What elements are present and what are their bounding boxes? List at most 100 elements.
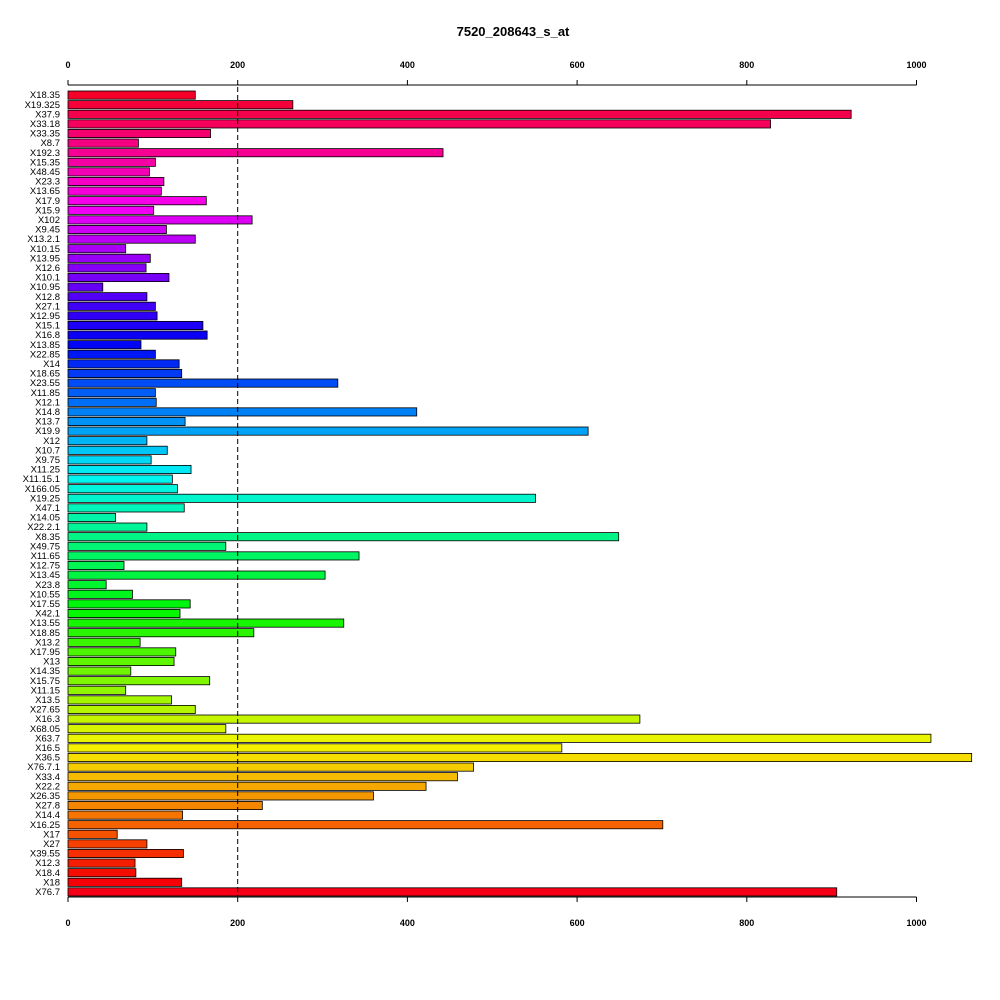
- category-label: X19.325: [25, 100, 60, 111]
- bar: [67, 234, 196, 244]
- bar: [67, 599, 191, 609]
- bar: [67, 224, 167, 234]
- category-label: X15.75: [30, 676, 60, 687]
- bar: [67, 695, 172, 705]
- top-tick-label: 200: [230, 60, 245, 70]
- category-label: X47.1: [35, 503, 60, 514]
- category-label: X42.1: [35, 609, 60, 620]
- bar: [67, 263, 147, 273]
- bar: [67, 474, 173, 484]
- bar: [67, 148, 444, 158]
- category-label: X166.05: [25, 484, 60, 495]
- category-label: X37.9: [35, 109, 60, 120]
- bar: [67, 714, 641, 724]
- category-label: X102: [38, 215, 60, 226]
- category-label: X76.7.1: [27, 762, 60, 773]
- category-label: X18.4: [35, 868, 60, 879]
- category-label: X27.1: [35, 301, 60, 312]
- category-label: X23.8: [35, 580, 60, 591]
- category-label: X27.65: [30, 705, 60, 716]
- bar: [67, 388, 156, 398]
- bar: [67, 561, 125, 571]
- bar: [67, 724, 227, 734]
- bar: [67, 445, 168, 455]
- category-label: X10.7: [35, 445, 60, 456]
- bar: [67, 100, 294, 110]
- category-label: X13.65: [30, 186, 60, 197]
- category-label: X22.85: [30, 349, 60, 360]
- category-label: X12.75: [30, 561, 60, 572]
- bar: [67, 455, 152, 465]
- category-label: X22.2.1: [27, 522, 60, 533]
- top-tick-label: 800: [739, 60, 754, 70]
- bar: [67, 244, 127, 254]
- bar: [67, 378, 339, 388]
- bar: [67, 368, 183, 378]
- category-label: X14.8: [35, 407, 60, 418]
- category-label: X19.9: [35, 426, 60, 437]
- bar: [67, 272, 170, 282]
- category-label: X14.35: [30, 666, 60, 677]
- top-x-axis: 0 200 400 600 800 1000: [65, 60, 927, 86]
- bar: [67, 215, 253, 225]
- category-label: X192.3: [30, 148, 60, 159]
- category-label: X76.7: [35, 887, 60, 898]
- category-label: X36.5: [35, 753, 60, 764]
- bar: [67, 407, 418, 417]
- category-label: X17: [43, 829, 60, 840]
- category-labels: X18.35X19.325X37.9X33.18X33.35X8.7X192.3…: [23, 90, 60, 898]
- category-label: X11.65: [31, 551, 60, 562]
- bar: [67, 464, 192, 474]
- bar: [67, 589, 133, 599]
- bar: [67, 810, 183, 820]
- top-tick-label: 600: [570, 60, 585, 70]
- bar: [67, 733, 932, 743]
- bar: [67, 781, 427, 791]
- top-tick-label: 0: [65, 60, 70, 70]
- bottom-tick-label: 600: [570, 918, 585, 928]
- bar: [67, 416, 186, 426]
- category-label: X13.85: [30, 340, 60, 351]
- bar: [67, 484, 178, 494]
- category-label: X17.95: [30, 647, 60, 658]
- bar: [67, 426, 589, 436]
- category-label: X11.15: [31, 685, 60, 696]
- bar: [67, 513, 116, 523]
- bar: [67, 618, 345, 628]
- chart-title: 7520_208643_s_at: [457, 24, 570, 39]
- bar: [67, 128, 211, 138]
- bar: [67, 541, 227, 551]
- category-label: X19.25: [30, 493, 60, 504]
- category-label: X13.45: [30, 570, 60, 581]
- bar: [67, 176, 165, 186]
- category-label: X12.3: [35, 858, 60, 869]
- bar: [67, 772, 458, 782]
- bar: [67, 320, 204, 330]
- category-label: X18.85: [30, 628, 60, 639]
- category-label: X49.75: [30, 541, 60, 552]
- bottom-tick-label: 200: [230, 918, 245, 928]
- bar: [67, 801, 263, 811]
- category-label: X12.8: [35, 292, 60, 303]
- category-label: X15.9: [35, 205, 60, 216]
- bar: [67, 647, 177, 657]
- bar: [67, 493, 536, 503]
- category-label: X22.2: [35, 781, 60, 792]
- bar: [67, 359, 180, 369]
- bottom-tick-label: 400: [400, 918, 415, 928]
- bar: [67, 109, 852, 119]
- bar: [67, 877, 183, 887]
- bottom-x-axis: 0 200 400 600 800 1000: [65, 896, 927, 928]
- category-label: X13.55: [30, 618, 60, 629]
- bar: [67, 253, 151, 263]
- category-label: X16.3: [35, 714, 60, 725]
- bar: [67, 858, 136, 868]
- bar: [67, 887, 838, 897]
- bar: [67, 532, 620, 542]
- category-label: X33.4: [35, 772, 60, 783]
- bars-group: [67, 90, 973, 897]
- bottom-tick-label: 1000: [906, 918, 926, 928]
- bar: [67, 839, 148, 849]
- bar: [67, 829, 118, 839]
- bar: [67, 868, 137, 878]
